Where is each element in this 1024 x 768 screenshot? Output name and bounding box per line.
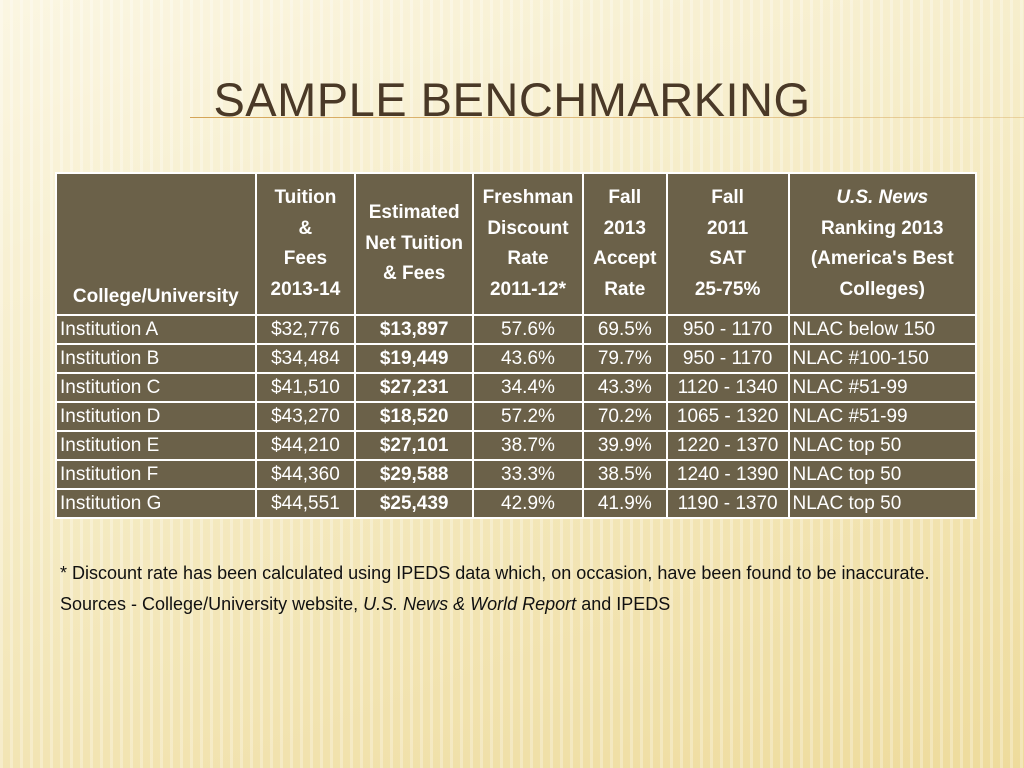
header-accept-rate: Fall 2013 Accept Rate [581,172,668,316]
footnote-discount: * Discount rate has been calculated usin… [60,563,930,583]
cell-institution: Institution F [55,459,257,490]
cell-tuition: $43,270 [254,401,357,432]
table-row: Institution C $41,510 $27,231 34.4% 43.3… [55,372,977,403]
cell-tuition: $44,551 [254,488,357,519]
cell-accept-rate: 43.3% [581,372,668,403]
cell-accept-rate: 38.5% [581,459,668,490]
cell-sat: 1220 - 1370 [665,430,790,461]
footnote-sources: Sources - College/University website, U.… [60,589,930,620]
table-header-row: College/University Tuition & Fees 2013-1… [55,172,977,316]
cell-sat: 1120 - 1340 [665,372,790,403]
cell-ranking: NLAC top 50 [787,459,977,490]
cell-ranking: NLAC top 50 [787,430,977,461]
header-net-tuition: Estimated Net Tuition & Fees [354,172,475,316]
cell-ranking: NLAC #51-99 [787,401,977,432]
cell-discount-rate: 33.3% [472,459,584,490]
cell-institution: Institution A [55,314,257,345]
cell-institution: Institution G [55,488,257,519]
header-ranking: U.S. News Ranking 2013 (America's Best C… [787,172,977,316]
cell-net-tuition: $18,520 [354,401,475,432]
cell-ranking: NLAC below 150 [787,314,977,345]
cell-tuition: $44,210 [254,430,357,461]
table-row: Institution F $44,360 $29,588 33.3% 38.5… [55,459,977,490]
cell-net-tuition: $29,588 [354,459,475,490]
benchmark-table: College/University Tuition & Fees 2013-1… [55,172,977,519]
cell-ranking: NLAC #100-150 [787,343,977,374]
cell-accept-rate: 41.9% [581,488,668,519]
header-sat: Fall 2011 SAT 25-75% [665,172,790,316]
header-college: College/University [55,172,257,316]
cell-net-tuition: $25,439 [354,488,475,519]
cell-discount-rate: 57.6% [472,314,584,345]
cell-institution: Institution E [55,430,257,461]
cell-discount-rate: 34.4% [472,372,584,403]
footnotes: * Discount rate has been calculated usin… [60,558,930,620]
cell-accept-rate: 69.5% [581,314,668,345]
cell-sat: 950 - 1170 [665,314,790,345]
cell-discount-rate: 43.6% [472,343,584,374]
sources-prefix: Sources - College/University website, [60,594,364,614]
table-row: Institution D $43,270 $18,520 57.2% 70.2… [55,401,977,432]
sources-publication: U.S. News & World Report [363,594,577,614]
cell-sat: 1065 - 1320 [665,401,790,432]
cell-net-tuition: $27,231 [354,372,475,403]
cell-net-tuition: $27,101 [354,430,475,461]
cell-net-tuition: $19,449 [354,343,475,374]
cell-tuition: $34,484 [254,343,357,374]
cell-tuition: $41,510 [254,372,357,403]
cell-accept-rate: 39.9% [581,430,668,461]
cell-accept-rate: 79.7% [581,343,668,374]
cell-sat: 1240 - 1390 [665,459,790,490]
title-divider [190,117,1024,118]
cell-sat: 1190 - 1370 [665,488,790,519]
cell-institution: Institution B [55,343,257,374]
header-discount-rate: Freshman Discount Rate 2011-12* [472,172,584,316]
header-tuition: Tuition & Fees 2013-14 [254,172,357,316]
cell-institution: Institution C [55,372,257,403]
sources-suffix: and IPEDS [576,594,671,614]
cell-tuition: $44,360 [254,459,357,490]
cell-discount-rate: 57.2% [472,401,584,432]
table-row: Institution E $44,210 $27,101 38.7% 39.9… [55,430,977,461]
slide-title: SAMPLE BENCHMARKING [213,73,811,126]
cell-discount-rate: 38.7% [472,430,584,461]
cell-net-tuition: $13,897 [354,314,475,345]
cell-sat: 950 - 1170 [665,343,790,374]
cell-tuition: $32,776 [254,314,357,345]
table-row: Institution B $34,484 $19,449 43.6% 79.7… [55,343,977,374]
cell-ranking: NLAC top 50 [787,488,977,519]
cell-accept-rate: 70.2% [581,401,668,432]
table-row: Institution G $44,551 $25,439 42.9% 41.9… [55,488,977,519]
cell-discount-rate: 42.9% [472,488,584,519]
cell-institution: Institution D [55,401,257,432]
table-row: Institution A $32,776 $13,897 57.6% 69.5… [55,314,977,345]
cell-ranking: NLAC #51-99 [787,372,977,403]
